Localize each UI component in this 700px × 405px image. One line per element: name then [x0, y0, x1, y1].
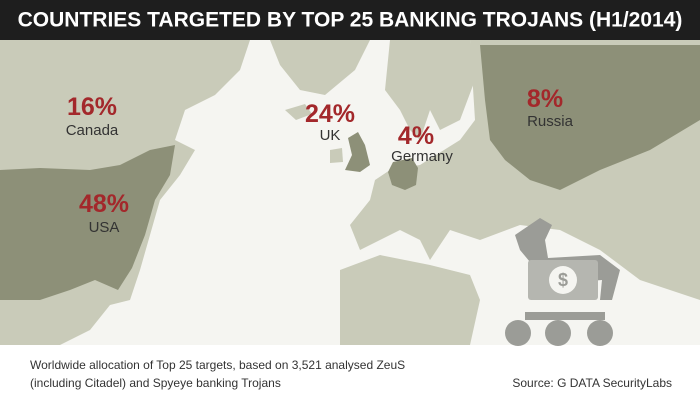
caption-line: (including Citadel) and Spyeye banking T…	[30, 376, 281, 390]
source: Source: G DATA SecurityLabs	[512, 376, 672, 390]
land	[285, 104, 312, 120]
title: COUNTRIES TARGETED BY TOP 25 BANKING TRO…	[18, 9, 683, 32]
country-name: Germany	[391, 148, 453, 165]
caption-line: Worldwide allocation of Top 25 targets, …	[30, 358, 405, 372]
country-value: 4%	[398, 122, 434, 150]
country-value: 8%	[527, 85, 563, 113]
title-bar	[0, 0, 700, 40]
map	[0, 40, 700, 345]
land	[270, 40, 370, 95]
country-germany	[388, 158, 418, 190]
country-usa	[0, 145, 175, 300]
country-name: USA	[89, 219, 120, 236]
trojan-horse-icon: $	[505, 218, 620, 346]
country-name: Canada	[66, 122, 119, 139]
country-value: 48%	[79, 190, 129, 218]
country-russia	[480, 45, 700, 190]
land	[330, 148, 343, 163]
country-value: 16%	[67, 93, 117, 121]
country-value: 24%	[305, 100, 355, 128]
country-uk	[345, 132, 370, 172]
country-name: Russia	[527, 113, 574, 130]
country-name: UK	[320, 127, 341, 144]
land	[340, 255, 480, 345]
svg-text:$: $	[558, 270, 568, 290]
land	[385, 40, 475, 140]
